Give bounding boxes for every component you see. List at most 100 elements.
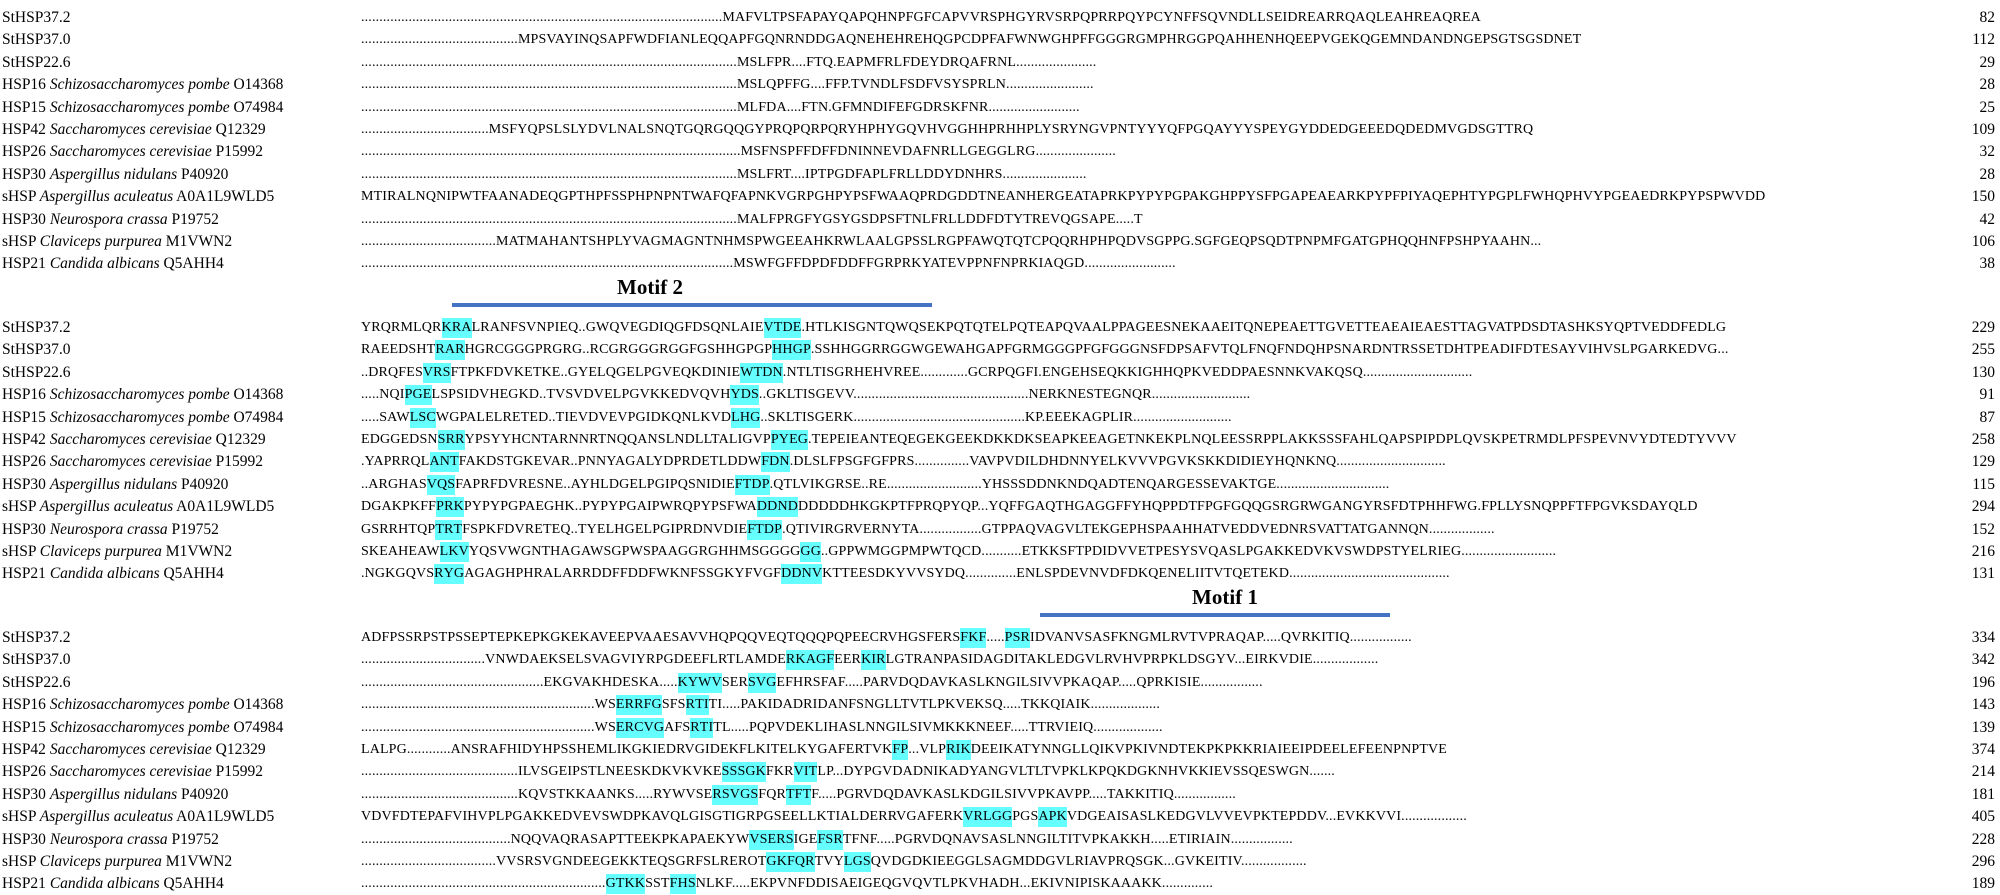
alignment-row: sHSP Claviceps purpurea M1VWN2..........… (0, 852, 2000, 872)
residue-count: 112 (1972, 31, 1995, 49)
sequence-name: StHSP37.0 (2, 30, 357, 50)
alignment-row: sHSP Claviceps purpurea M1VWN2..........… (0, 232, 2000, 252)
motif-1-label: Motif 1 (1192, 585, 1258, 609)
residue-count: 258 (1971, 431, 1995, 448)
protein-id: HSP21 (2, 565, 46, 583)
residue-count: 255 (1971, 341, 1995, 359)
species-name: Neurospora crassa (49, 520, 168, 538)
residue-count: 131 (1971, 565, 1995, 583)
species-name: Saccharomyces cerevisiae (49, 763, 212, 781)
aligned-sequence: DGAKPKFFPRKPYPYPGPAEGHK..PYPYPGAIPWRQPYP… (361, 497, 1921, 518)
sequence-name: sHSP Claviceps purpurea M1VWN2 (2, 852, 357, 872)
sequence-name: HSP26 Saccharomyces cerevisiae P15992 (2, 762, 357, 782)
residue-count: 87 (1979, 408, 1996, 426)
residue-count: 374 (1971, 741, 1995, 758)
aligned-sequence: ..................................VNWDAE… (361, 650, 1921, 671)
alignment-row: HSP42 Saccharomyces cerevisiae Q12329...… (0, 120, 2000, 140)
accession-id: A0A1L9WLD5 (176, 188, 275, 206)
alignment-row: HSP15 Schizosaccharomyces pombe O74984..… (0, 407, 2000, 428)
alignment-row: HSP42 Saccharomyces cerevisiae Q12329 EDG… (0, 430, 2000, 450)
aligned-sequence: YRQRMLQRKRALRANFSVNPIEQ..GWQVEGDIQGFDSQN… (361, 318, 1921, 338)
accession-id: P40920 (181, 785, 229, 803)
motif-2-label: Motif 2 (617, 275, 683, 299)
residue-count: 28 (1979, 76, 1996, 94)
protein-id: HSP42 (2, 431, 46, 448)
residue-count: 189 (1971, 875, 1995, 893)
alignment-row: StHSP37.0...............................… (0, 30, 2000, 50)
sequence-name: HSP30 Aspergillus nidulans P40920 (2, 165, 357, 185)
species-name: Schizosaccharomyces pombe (49, 718, 230, 736)
sequence-name: sHSP Aspergillus aculeatus A0A1L9WLD5 (2, 187, 357, 207)
protein-id: HSP16 (2, 386, 46, 404)
species-name: Claviceps purpurea (39, 543, 162, 560)
species-name: Candida albicans (49, 875, 160, 893)
aligned-sequence: RAEEDSHTRARHGRCGGGPRGRG..RCGRGGGRGGFGSHH… (361, 340, 1921, 361)
species-name: Saccharomyces cerevisiae (49, 431, 212, 448)
residue-count: 228 (1971, 830, 1995, 848)
aligned-sequence: ........................................… (361, 166, 1087, 182)
residue-count: 115 (1972, 475, 1995, 493)
sequence-name: HSP15 Schizosaccharomyces pombe O74984 (2, 408, 357, 428)
accession-id: P15992 (215, 763, 264, 781)
sequence-name: StHSP22.6 (2, 673, 357, 693)
residue-count: 106 (1971, 233, 1995, 250)
species-name: Claviceps purpurea (39, 233, 162, 250)
residue-count: 334 (1971, 629, 1995, 646)
protein-id: StHSP22.6 (2, 363, 71, 381)
aligned-sequence: GSRRHTQPTRTFSPKFDVRETEQ..TYELHGELPGIPRDN… (361, 519, 1921, 540)
residue-count: 296 (1971, 853, 1995, 870)
aligned-sequence: ........................................… (361, 32, 1582, 48)
alignment-row: sHSP Claviceps purpurea M1VWN2 SKEAHEAWLK… (0, 542, 2000, 562)
accession-id: O14368 (233, 386, 284, 404)
species-name: Candida albicans (49, 255, 160, 273)
accession-id: M1VWN2 (165, 233, 233, 250)
accession-id: P40920 (181, 475, 229, 493)
protein-id: StHSP37.2 (2, 629, 71, 646)
residue-count: 25 (1979, 98, 1996, 116)
alignment-row: sHSP Aspergillus aculeatus A0A1L9WLD5 DGA… (0, 497, 2000, 518)
residue-count: 109 (1971, 121, 1995, 138)
species-name: Candida albicans (49, 565, 160, 583)
aligned-sequence: ........................................… (361, 10, 1481, 25)
sequence-name: HSP30 Neurospora crassa P19752 (2, 830, 357, 850)
aligned-sequence: ........................................… (361, 717, 1921, 738)
alignment-row: HSP30 Aspergillus nidulans P40920.......… (0, 784, 2000, 805)
alignment-row: sHSP Aspergillus aculeatus A0A1L9WLD5 VDV… (0, 807, 2000, 828)
protein-id: sHSP (2, 498, 36, 516)
aligned-sequence: ........................................… (361, 672, 1921, 693)
protein-id: sHSP (2, 853, 36, 870)
aligned-sequence: .....SAWLSCWGPALELRETED..TIEVDVEVPGIDKQN… (361, 407, 1921, 428)
residue-count: 130 (1971, 363, 1995, 381)
sequence-name: HSP21 Candida albicans Q5AHH4 (2, 254, 357, 274)
sequence-name: sHSP Aspergillus aculeatus A0A1L9WLD5 (2, 807, 357, 827)
sequence-name: HSP30 Neurospora crassa P19752 (2, 210, 357, 230)
sequence-name: HSP42 Saccharomyces cerevisiae Q12329 (2, 120, 357, 140)
alignment-row: HSP30 Neurospora crassa P19752..........… (0, 210, 2000, 230)
accession-id: P19752 (171, 520, 219, 538)
alignment-row: StHSP37.0...............................… (0, 650, 2000, 671)
residue-count: 214 (1971, 763, 1995, 781)
protein-id: StHSP37.2 (2, 9, 71, 26)
alignment-row: HSP30 Neurospora crassa P19752 GSRRHTQPTR… (0, 519, 2000, 540)
residue-count: 152 (1971, 520, 1995, 538)
accession-id: M1VWN2 (165, 853, 233, 870)
protein-id: HSP15 (2, 98, 46, 116)
protein-id: HSP30 (2, 785, 46, 803)
sequence-name: HSP15 Schizosaccharomyces pombe O74984 (2, 98, 357, 118)
accession-id: P15992 (215, 143, 264, 161)
sequence-name: HSP42 Saccharomyces cerevisiae Q12329 (2, 740, 357, 760)
sequence-name: HSP15 Schizosaccharomyces pombe O74984 (2, 718, 357, 738)
accession-id: Q12329 (215, 741, 266, 758)
alignment-row: sHSP Aspergillus aculeatus A0A1L9WLD5 MTI… (0, 187, 2000, 207)
protein-id: HSP15 (2, 718, 46, 736)
accession-id: Q12329 (215, 431, 266, 448)
aligned-sequence: ........................................… (361, 695, 1921, 716)
species-name: Saccharomyces cerevisiae (49, 121, 212, 138)
accession-id: O74984 (233, 718, 284, 736)
alignment-row: HSP26 Saccharomyces cerevisiae P15992...… (0, 142, 2000, 162)
aligned-sequence: LALPG............ANSRAFHIDYHPSSHEMLIKGKI… (361, 740, 1921, 760)
aligned-sequence: MTIRALNQNIPWTFAANADEQGPTHPFSSPHPNPNTWAFQ… (361, 189, 1766, 205)
sequence-name: HSP42 Saccharomyces cerevisiae Q12329 (2, 430, 357, 450)
residue-count: 196 (1971, 673, 1995, 691)
